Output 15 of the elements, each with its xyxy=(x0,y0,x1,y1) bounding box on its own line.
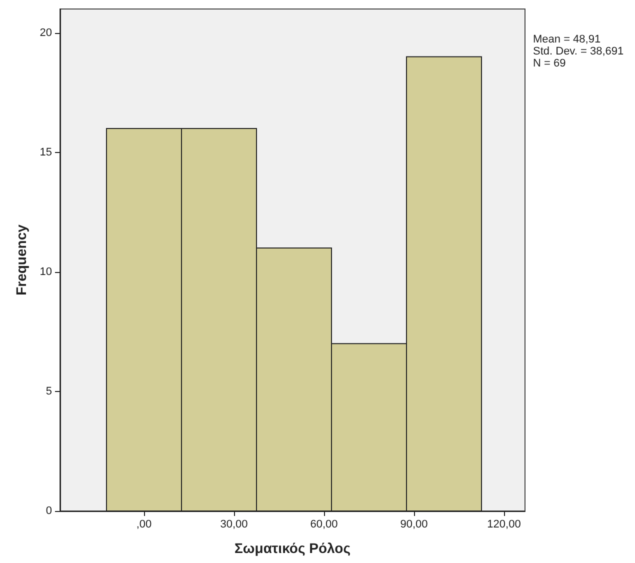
y-tick-label: 20 xyxy=(40,26,52,39)
x-tick-label: 90,00 xyxy=(400,518,428,530)
x-tick-label: 120,00 xyxy=(487,518,521,530)
y-tick-label: 5 xyxy=(46,385,52,398)
x-tick-label: 60,00 xyxy=(310,518,338,530)
y-tick-label: 0 xyxy=(46,505,52,517)
y-tick-label: 15 xyxy=(40,146,52,158)
text: N = 69 xyxy=(533,58,566,70)
text: Mean = 48,91 xyxy=(533,34,601,46)
x-axis-title: Σωματικός Ρόλος xyxy=(234,540,350,556)
x-tick-label: 30,00 xyxy=(220,518,248,530)
y-tick-label: 10 xyxy=(40,266,52,278)
x-tick-label: ,00 xyxy=(136,518,152,530)
text: Std. Dev. = 38,691 xyxy=(533,46,624,58)
y-axis-title: Frequency xyxy=(13,224,29,296)
